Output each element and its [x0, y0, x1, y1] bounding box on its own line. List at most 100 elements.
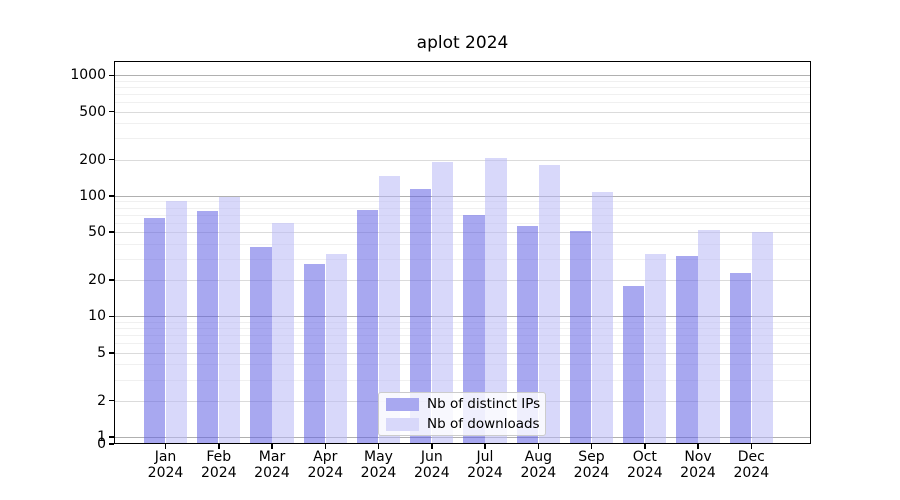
y-tick-0	[109, 443, 114, 445]
x-tick-label-jan: Jan 2024	[147, 449, 184, 481]
y-tick-label-5: 5	[97, 344, 106, 361]
bar-downloads-feb	[219, 197, 241, 444]
gridline-10	[114, 316, 811, 318]
gridline-1000	[114, 75, 811, 77]
x-tick-aug	[537, 444, 539, 449]
y-tick-1000	[109, 74, 114, 76]
x-tick-dec	[750, 444, 752, 449]
y-tick-200	[109, 158, 114, 161]
gridline-100	[114, 195, 811, 197]
y-tick-2	[109, 399, 114, 402]
x-tick-mar	[271, 444, 273, 449]
x-tick-label-may: May 2024	[360, 449, 397, 481]
bar-downloads-jul	[485, 158, 507, 444]
bar-ips-jun	[410, 188, 432, 444]
bar-downloads-dec	[751, 232, 773, 444]
y-tick-label-1000: 1000	[70, 67, 106, 84]
legend-item-downloads: Nb of downloads	[386, 416, 540, 432]
bar-downloads-nov	[698, 230, 720, 444]
minor-gridline-800	[114, 86, 811, 88]
x-tick-apr	[324, 444, 326, 449]
legend-swatch-downloads	[386, 417, 419, 431]
bar-downloads-may	[378, 176, 401, 444]
x-tick-label-aug: Aug 2024	[520, 449, 557, 481]
bar-ips-apr	[303, 264, 325, 444]
x-tick-feb	[218, 444, 220, 449]
x-tick-may	[377, 444, 380, 449]
y-tick-label-20: 20	[88, 272, 106, 289]
y-tick-100	[109, 195, 114, 197]
bar-downloads-oct	[645, 253, 667, 444]
bar-ips-dec	[729, 272, 751, 444]
y-tick-50	[109, 231, 114, 233]
minor-gridline-4	[114, 364, 811, 366]
minor-gridline-9	[114, 321, 811, 323]
legend: Nb of distinct IPs Nb of downloads	[378, 392, 546, 436]
minor-gridline-600	[114, 102, 811, 103]
bar-ips-may	[356, 210, 379, 444]
minor-gridline-60	[114, 222, 811, 224]
x-tick-label-jun: Jun 2024	[413, 449, 450, 481]
gridline-500	[114, 111, 811, 113]
gridline-1	[114, 437, 811, 438]
y-tick-5	[109, 352, 114, 354]
minor-gridline-3	[114, 379, 811, 381]
bar-downloads-sep	[591, 191, 614, 444]
minor-gridline-7	[114, 335, 811, 337]
y-tick-label-10: 10	[88, 308, 106, 325]
gridline-5	[114, 352, 811, 354]
bar-downloads-apr	[325, 253, 347, 444]
x-tick-label-feb: Feb 2024	[200, 449, 237, 481]
y-tick-label-2: 2	[97, 392, 106, 409]
x-tick-jul	[484, 444, 486, 449]
gridline-200	[114, 159, 811, 161]
legend-label-downloads: Nb of downloads	[427, 416, 540, 432]
x-tick-jun	[431, 444, 433, 449]
minor-gridline-400	[114, 123, 811, 125]
y-tick-10	[109, 315, 114, 318]
y-tick-label-0: 0	[97, 436, 106, 452]
chart-title: aplot 2024	[416, 33, 509, 53]
bar-downloads-jun	[432, 162, 454, 444]
x-tick-label-dec: Dec 2024	[733, 449, 770, 481]
minor-gridline-40	[114, 243, 811, 245]
plot-area: Nb of distinct IPs Nb of downloads	[114, 61, 811, 444]
x-tick-label-sep: Sep 2024	[573, 449, 610, 481]
y-tick-label-1: 1	[97, 429, 106, 445]
legend-swatch-distinct-ips	[386, 397, 419, 411]
y-tick-500	[109, 110, 114, 113]
minor-gridline-300	[114, 138, 811, 140]
minor-gridline-900	[114, 80, 811, 82]
minor-gridline-70	[114, 214, 811, 216]
y-tick-label-500: 500	[79, 103, 106, 120]
legend-item-distinct-ips: Nb of distinct IPs	[386, 396, 541, 412]
legend-label-distinct-ips: Nb of distinct IPs	[427, 396, 541, 412]
bar-ips-jan	[143, 218, 166, 444]
bar-downloads-jan	[165, 201, 188, 444]
minor-gridline-6	[114, 343, 811, 345]
bar-ips-nov	[676, 255, 698, 444]
bar-ips-sep	[569, 231, 592, 444]
x-tick-label-oct: Oct 2024	[626, 449, 663, 481]
x-tick-oct	[644, 444, 646, 449]
bar-downloads-aug	[538, 165, 560, 444]
y-tick-1	[109, 436, 114, 438]
x-tick-nov	[697, 444, 699, 449]
y-tick-label-100: 100	[79, 187, 106, 204]
minor-gridline-700	[114, 93, 811, 95]
bar-downloads-mar	[272, 222, 294, 444]
bar-ips-oct	[623, 285, 645, 444]
bar-ips-jul	[463, 214, 485, 444]
x-tick-label-nov: Nov 2024	[680, 449, 716, 481]
bar-ips-feb	[197, 210, 219, 444]
y-tick-label-200: 200	[79, 151, 106, 168]
minor-gridline-8	[114, 328, 811, 330]
bar-ips-mar	[250, 246, 272, 444]
gridline-20	[114, 280, 811, 282]
x-tick-label-apr: Apr 2024	[307, 449, 344, 481]
y-tick-label-50: 50	[88, 224, 106, 241]
minor-gridline-90	[114, 201, 811, 203]
y-tick-20	[109, 279, 114, 281]
minor-gridline-80	[114, 207, 811, 209]
